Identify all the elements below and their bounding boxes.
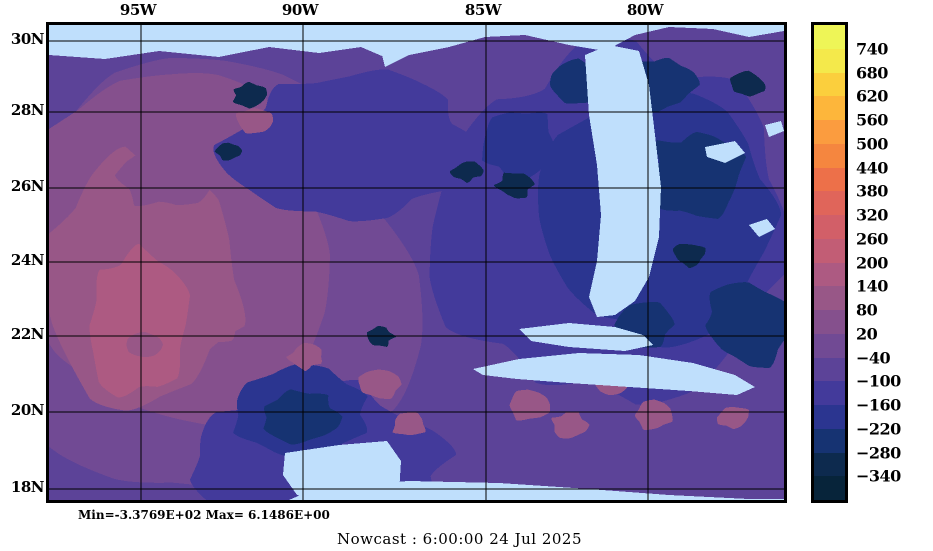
contour-pocket-8 [286, 342, 322, 371]
contour-speckle-0 [232, 81, 267, 109]
colorbar-band-4 [814, 120, 845, 144]
colorbar-tick-2: 620 [856, 86, 888, 106]
contour-pocket-1 [126, 331, 163, 358]
mask-cuba [473, 353, 755, 395]
colorbar-tick-14: −100 [856, 371, 901, 391]
colorbar-tick-16: −220 [856, 419, 901, 439]
colorbar-band-5 [814, 143, 845, 168]
colorbar-band-14 [814, 357, 845, 382]
lat-tick-label-5: 20N [10, 401, 45, 419]
contour-pocket-0 [197, 308, 244, 343]
colorbar-band-1 [814, 48, 845, 73]
lon-tick-label-0: 95W [119, 1, 157, 19]
contour-pocket-5 [551, 411, 590, 439]
colorbar-band-16 [814, 405, 845, 429]
mask-central-america [289, 481, 784, 500]
colorbar-band-13 [814, 333, 845, 358]
colorbar-tick-8: 260 [856, 229, 888, 249]
contour-band-west-peak [89, 243, 190, 398]
colorbar-tick-15: −160 [856, 395, 901, 415]
mask-florida-peninsula [585, 45, 661, 317]
colorbar-tick-13: −40 [856, 348, 891, 367]
nowcast-timestamp: Nowcast : 6:00:00 24 Jul 2025 [337, 530, 583, 548]
mask-texas-shelf [49, 25, 389, 59]
colorbar-tick-11: 80 [856, 300, 878, 320]
colorbar-tick-1: 680 [856, 63, 888, 82]
mask-florida-keys [519, 323, 653, 351]
colorbar-band-17 [814, 428, 845, 453]
colorbar-band-19 [814, 476, 845, 500]
lat-tick-label-1: 28N [10, 101, 45, 119]
contour-pocket-6 [634, 399, 673, 430]
contour-speckle-7 [730, 70, 766, 97]
minmax-readout: Min=-3.3769E+02 Max= 6.1486E+00 [78, 508, 330, 522]
contour-speckle-1 [449, 161, 484, 183]
lat-tick-label-6: 18N [10, 478, 45, 496]
colorbar-tick-18: −340 [856, 466, 901, 486]
contour-pocket-4 [509, 389, 551, 421]
colorbar-tick-12: 20 [856, 324, 878, 344]
contour-core-east-3 [705, 282, 784, 368]
lat-tick-label-3: 24N [10, 251, 45, 269]
contour-field [49, 25, 784, 500]
colorbar-tick-7: 320 [856, 205, 888, 225]
colorbar-band-2 [814, 72, 845, 97]
colorbar-band-0 [814, 25, 845, 49]
colorbar-tick-6: 380 [856, 181, 888, 201]
colorbar-band-10 [814, 262, 845, 287]
lat-tick-label-2: 26N [10, 177, 45, 195]
contour-pocket-3 [392, 412, 426, 436]
contour-speckle-6 [214, 142, 243, 161]
colorbar-band-3 [814, 96, 845, 120]
contour-pocket-2 [358, 369, 402, 399]
lon-tick-label-3: 80W [626, 1, 664, 19]
contour-speckle-2 [493, 172, 535, 199]
contour-patch-nw [115, 136, 215, 207]
lon-tick-label-1: 90W [281, 1, 319, 19]
lat-tick-label-4: 22N [10, 325, 45, 343]
colorbar-tick-5: 440 [856, 158, 888, 177]
colorbar-band-7 [814, 191, 845, 215]
colorbar-tick-17: −280 [856, 443, 901, 462]
mask-bahamas-1 [705, 141, 745, 163]
map-plot-area[interactable] [46, 22, 787, 503]
contour-pocket-9 [235, 108, 274, 134]
colorbar-tick-0: 740 [856, 39, 888, 59]
colorbar-tick-10: 140 [856, 276, 888, 296]
colorbar-tick-4: 500 [856, 134, 888, 154]
colorbar-band-8 [814, 215, 845, 239]
colorbar-tick-3: 560 [856, 110, 888, 130]
mask-bahamas-2 [765, 121, 784, 137]
colorbar-band-6 [814, 167, 845, 192]
colorbar-band-15 [814, 381, 845, 405]
colorbar-band-9 [814, 238, 845, 263]
contour-band-central-n [213, 69, 480, 222]
colorbar[interactable] [811, 22, 848, 503]
lon-tick-label-2: 85W [464, 1, 502, 19]
colorbar-tick-9: 200 [856, 253, 888, 272]
colorbar-band-11 [814, 286, 845, 310]
colorbar-band-12 [814, 310, 845, 334]
colorbar-band-18 [814, 452, 845, 477]
contour-core-east-5 [482, 112, 559, 184]
mask-bahamas-3 [749, 219, 775, 237]
lat-tick-label-0: 30N [10, 30, 45, 48]
